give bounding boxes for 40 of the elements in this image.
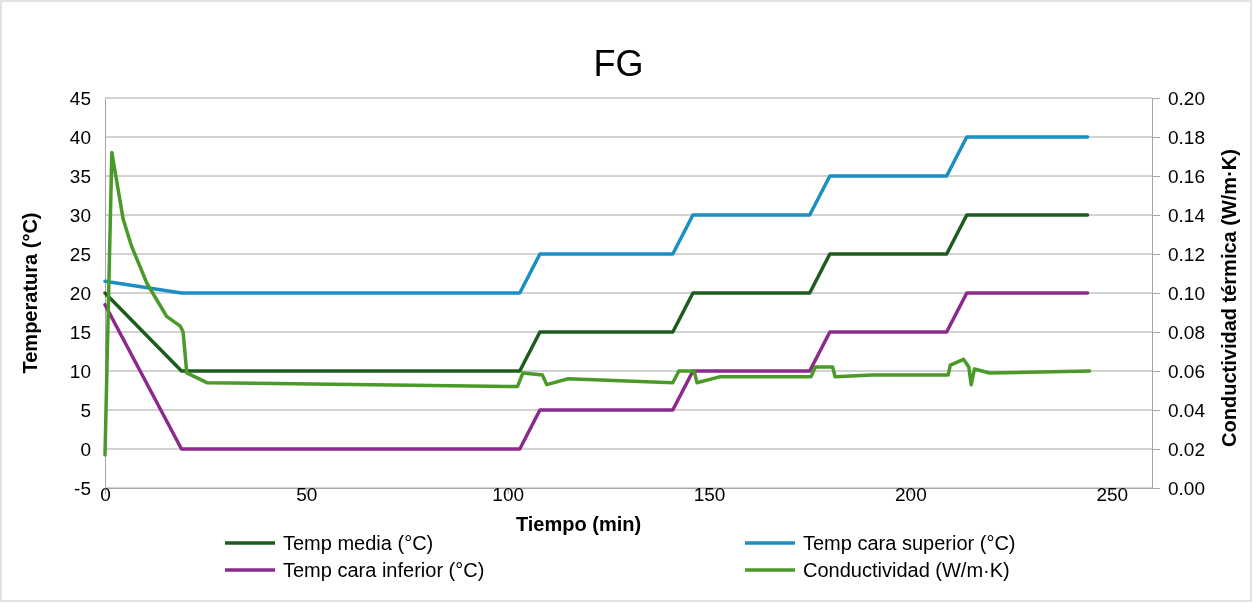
y2-tick-label: 0.08 <box>1168 321 1205 343</box>
y2-axis-title: Conductividad térmica (W/m·K) <box>1218 149 1240 447</box>
chart-title: FG <box>593 43 644 84</box>
y-tick-label: 30 <box>69 204 91 226</box>
y-tick-label: 35 <box>69 165 91 187</box>
y-tick-label: 25 <box>69 243 91 265</box>
y-tick-label: 15 <box>69 321 91 343</box>
y2-tick-label: 0.18 <box>1168 126 1205 148</box>
line-series <box>103 135 1090 295</box>
y-tick-label: 20 <box>69 282 91 304</box>
y-tick-label: 40 <box>69 126 91 148</box>
line-series <box>103 150 1092 457</box>
legend-label: Temp media (°C) <box>283 532 434 554</box>
x-tick-label: 100 <box>492 483 525 505</box>
x-tick-label: 0 <box>100 483 111 505</box>
x-tick-label: 150 <box>693 483 726 505</box>
x-axis-title: Tiempo (min) <box>515 513 642 535</box>
y-axis-title: Temperatura (°C) <box>19 212 41 374</box>
y-tick-label: 5 <box>80 399 91 421</box>
x-tick-label: 50 <box>296 483 318 505</box>
y2-tick-label: 0.06 <box>1168 360 1205 382</box>
y2-tick-label: 0.04 <box>1168 399 1206 421</box>
line-series <box>103 291 1090 451</box>
y2-tick-label: 0.00 <box>1168 477 1205 499</box>
y2-tick-label: 0.12 <box>1168 243 1205 265</box>
x-tick-label: 200 <box>895 483 927 505</box>
y-tick-label: 10 <box>69 360 91 382</box>
y2-tick-label: 0.20 <box>1168 87 1205 109</box>
y2-tick-label: 0.14 <box>1168 204 1206 226</box>
legend-label: Temp cara inferior (°C) <box>283 559 485 581</box>
legend-label: Temp cara superior (°C) <box>803 532 1016 554</box>
y-tick-label: 0 <box>80 438 91 460</box>
y2-tick-label: 0.16 <box>1168 165 1205 187</box>
y2-tick-label: 0.10 <box>1168 282 1205 304</box>
y-tick-label: 45 <box>69 87 91 109</box>
y2-tick-label: 0.02 <box>1168 438 1205 460</box>
line-series <box>103 213 1090 373</box>
y-tick-label: -5 <box>74 477 91 499</box>
legend-label: Conductividad (W/m·K) <box>803 559 1010 581</box>
x-tick-label: 250 <box>1096 483 1129 505</box>
